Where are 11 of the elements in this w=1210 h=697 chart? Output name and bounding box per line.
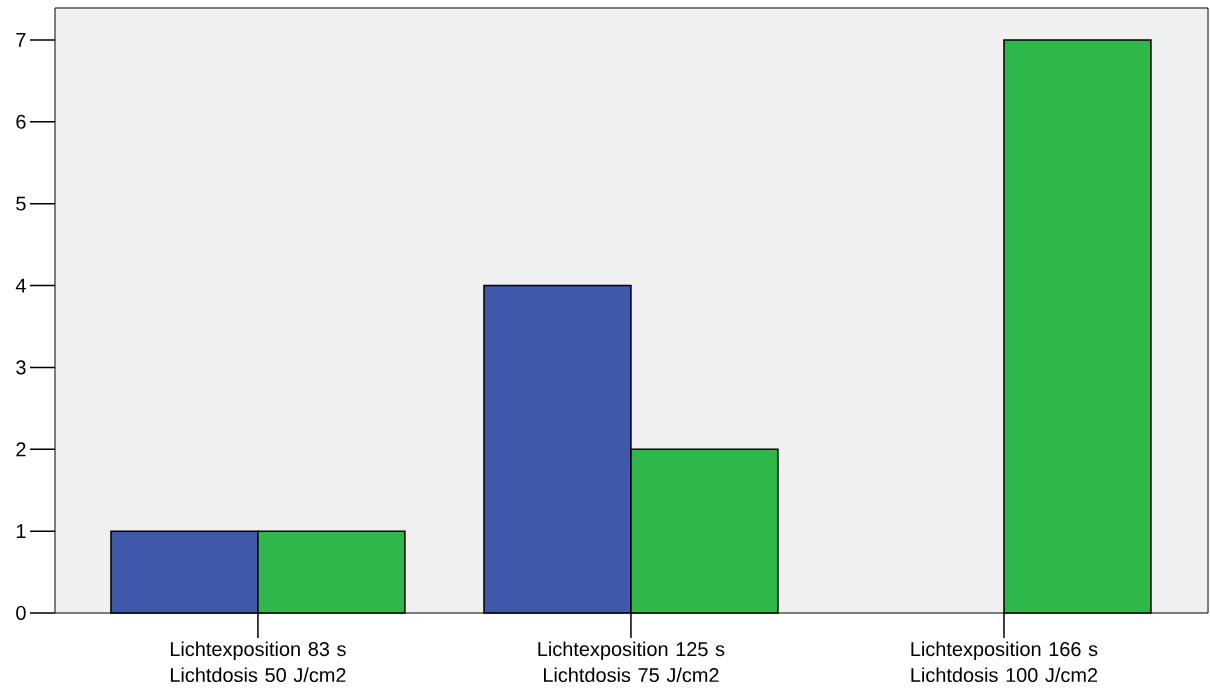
y-tick-label: 6 [16,114,26,129]
y-tick-label: 7 [16,33,26,47]
y-tick-label: 0 [16,605,26,621]
y-tick-label: 2 [16,442,26,457]
x-tick-label: Lichtexposition 125 s Lichtdosis 75 J/cm2 [538,641,725,683]
y-tick-label: 4 [15,278,26,293]
y-tick-label: 3 [16,360,26,375]
x-tick-label: Lichtexposition 166 s Lichtdosis 100 J/cm2 [911,641,1098,683]
y-tick-label: 1 [16,524,26,538]
y-tick-label: 5 [16,196,26,211]
x-tick-label: Lichtexposition 83 s Lichtdosis 50 J/cm2 [170,641,346,683]
